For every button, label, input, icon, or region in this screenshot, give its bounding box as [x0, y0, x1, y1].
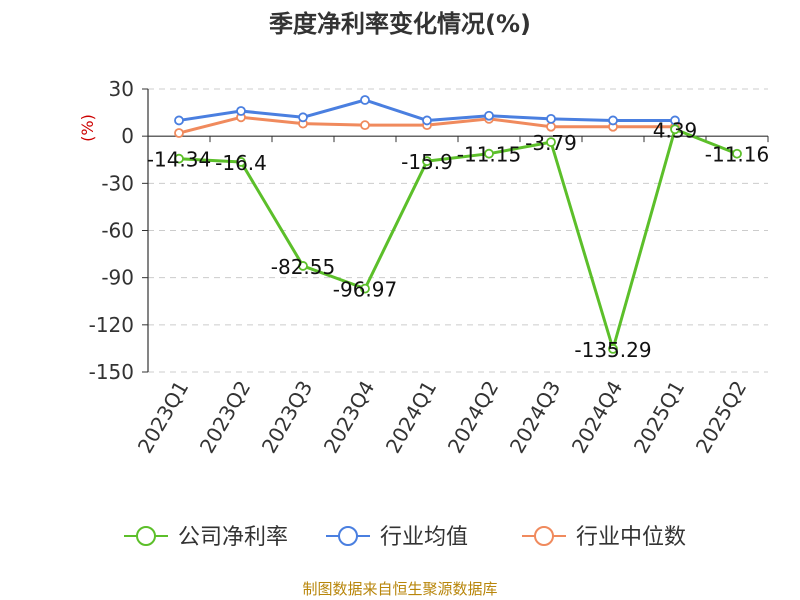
- x-tick-label: 2023Q3: [257, 377, 317, 458]
- data-label: -82.55: [271, 255, 335, 279]
- legend-label: 公司净利率: [178, 525, 288, 550]
- legend-label: 行业中位数: [576, 525, 686, 550]
- data-label: -11.16: [705, 143, 769, 167]
- data-label: -14.34: [147, 148, 211, 172]
- series-point: [546, 113, 556, 124]
- x-tick-label: 2023Q4: [319, 377, 379, 458]
- series-point: [174, 115, 184, 126]
- series-point: [298, 261, 308, 271]
- x-tick-label: 2024Q1: [381, 377, 441, 458]
- data-label: -16.4: [215, 151, 267, 175]
- series-point: [174, 153, 184, 164]
- series-point: [608, 343, 618, 354]
- y-tick-label: -60: [101, 219, 134, 243]
- y-axis-unit: (%): [78, 114, 97, 142]
- y-tick-label: 30: [109, 77, 134, 101]
- x-tick-label: 2025Q2: [691, 377, 751, 458]
- data-label: -135.29: [574, 338, 651, 362]
- data-labels: -14.34 -16.4 -82.55-96.97 -15.9 -11.15 -3.79 -…: [147, 118, 769, 362]
- y-tick-label: -120: [89, 313, 134, 337]
- y-tick-label: 0: [121, 124, 134, 148]
- x-tick-label: 2023Q1: [133, 377, 193, 458]
- x-ticks: 2023Q1 2023Q2 2023Q3 2023Q4 2024Q1 2024Q2 2024…: [133, 377, 751, 458]
- data-label: -11.15: [457, 143, 521, 167]
- series-point: [360, 283, 370, 294]
- source-note: 制图数据来自恒生聚源数据库: [302, 580, 497, 598]
- legend-marker-icon: [534, 526, 554, 546]
- x-tick-label: 2024Q4: [567, 377, 627, 458]
- data-label: -3.79: [525, 131, 577, 155]
- chart-title: 季度净利率变化情况(%): [269, 10, 531, 38]
- series-line: [178, 127, 738, 351]
- y-tick-label: -90: [101, 266, 134, 290]
- legend-marker-icon: [136, 526, 156, 546]
- series-point: [670, 124, 680, 135]
- x-tick-label: 2023Q2: [195, 377, 255, 458]
- series-lines: [174, 95, 742, 354]
- legend-item[interactable]: 行业中位数: [522, 525, 686, 550]
- series-point: [422, 156, 432, 167]
- series-point: [608, 115, 618, 126]
- series-point: [174, 128, 184, 138]
- x-tick-label: 2024Q2: [443, 377, 503, 458]
- series-point: [298, 112, 308, 123]
- series-point: [484, 110, 494, 121]
- series-point: [546, 137, 556, 148]
- x-tick-label: 2025Q1: [629, 377, 689, 458]
- legend-item[interactable]: 公司净利率: [124, 525, 288, 550]
- legend-label: 行业均值: [380, 525, 468, 550]
- series-point: [236, 106, 246, 116]
- series-point: [360, 95, 370, 105]
- series-point: [484, 148, 494, 159]
- legend[interactable]: 公司净利率 行业均值 行业中位数: [124, 525, 686, 550]
- series-point: [236, 157, 246, 167]
- data-label: -96.97: [333, 278, 397, 302]
- data-label: 4.39: [653, 118, 698, 142]
- series-point: [732, 148, 742, 159]
- legend-item[interactable]: 行业均值: [326, 525, 468, 550]
- legend-marker-icon: [338, 526, 358, 546]
- series-point: [360, 120, 370, 131]
- x-tick-label: 2024Q3: [505, 377, 565, 458]
- data-label: -15.9: [401, 150, 453, 174]
- y-ticks: 30 0 -30 -60 -90 -120 -150: [89, 77, 134, 384]
- series-point: [546, 121, 556, 132]
- y-tick-label: -30: [101, 171, 134, 195]
- y-tick-label: -150: [89, 360, 134, 384]
- series-point: [422, 115, 432, 126]
- grid: [148, 88, 768, 373]
